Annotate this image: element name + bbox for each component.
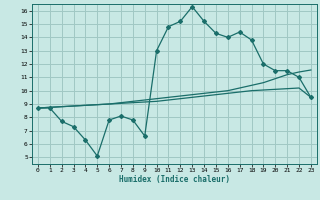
X-axis label: Humidex (Indice chaleur): Humidex (Indice chaleur): [119, 175, 230, 184]
